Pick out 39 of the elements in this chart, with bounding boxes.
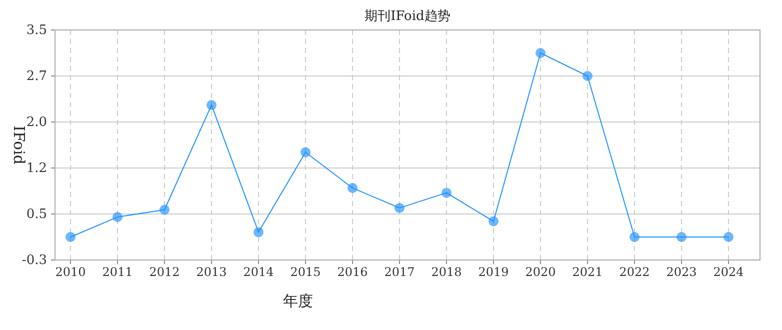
y-axis-title: IFoid (10, 126, 28, 165)
point (442, 188, 452, 198)
x-tick-label: 2022 (619, 265, 650, 279)
x-tick-label: 2020 (525, 265, 556, 279)
point (536, 48, 546, 58)
point (300, 147, 311, 158)
x-tick-label: 2016 (337, 265, 368, 279)
y-tick-label: 0.5 (26, 207, 47, 222)
point (206, 100, 217, 110)
point (254, 227, 264, 238)
y-tick-label: 3.5 (26, 23, 47, 38)
y-tick-label: 2.0 (26, 115, 47, 130)
y-tick-label: 1.2 (26, 161, 47, 176)
x-tick-label: 2017 (384, 265, 415, 279)
x-tick-label: 2010 (55, 265, 86, 279)
y-tick-label: -0.3 (22, 253, 47, 268)
x-axis-title: 年度 (283, 292, 313, 310)
x-tick-label: 2023 (666, 265, 697, 279)
x-tick-label: 2013 (196, 265, 227, 279)
point (66, 232, 76, 242)
point (582, 71, 593, 81)
chart-title: 期刊IFoid趋势 (364, 9, 450, 24)
x-tick-label: 2024 (713, 265, 744, 279)
x-tick-label: 2012 (149, 265, 180, 279)
point (348, 182, 358, 193)
point (488, 216, 499, 226)
x-tick-label: 2011 (102, 265, 133, 279)
x-tick-label: 2021 (572, 265, 603, 279)
y-tick-label: 2.7 (26, 69, 47, 84)
point (724, 232, 734, 242)
point (112, 212, 123, 222)
point (160, 204, 170, 215)
point (394, 202, 405, 213)
x-tick-label: 2018 (431, 265, 462, 279)
x-tick-label: 2019 (478, 265, 509, 279)
x-tick-label: 2014 (243, 265, 274, 279)
point (630, 232, 640, 242)
x-tick-label: 2015 (290, 265, 321, 279)
point (676, 232, 687, 242)
